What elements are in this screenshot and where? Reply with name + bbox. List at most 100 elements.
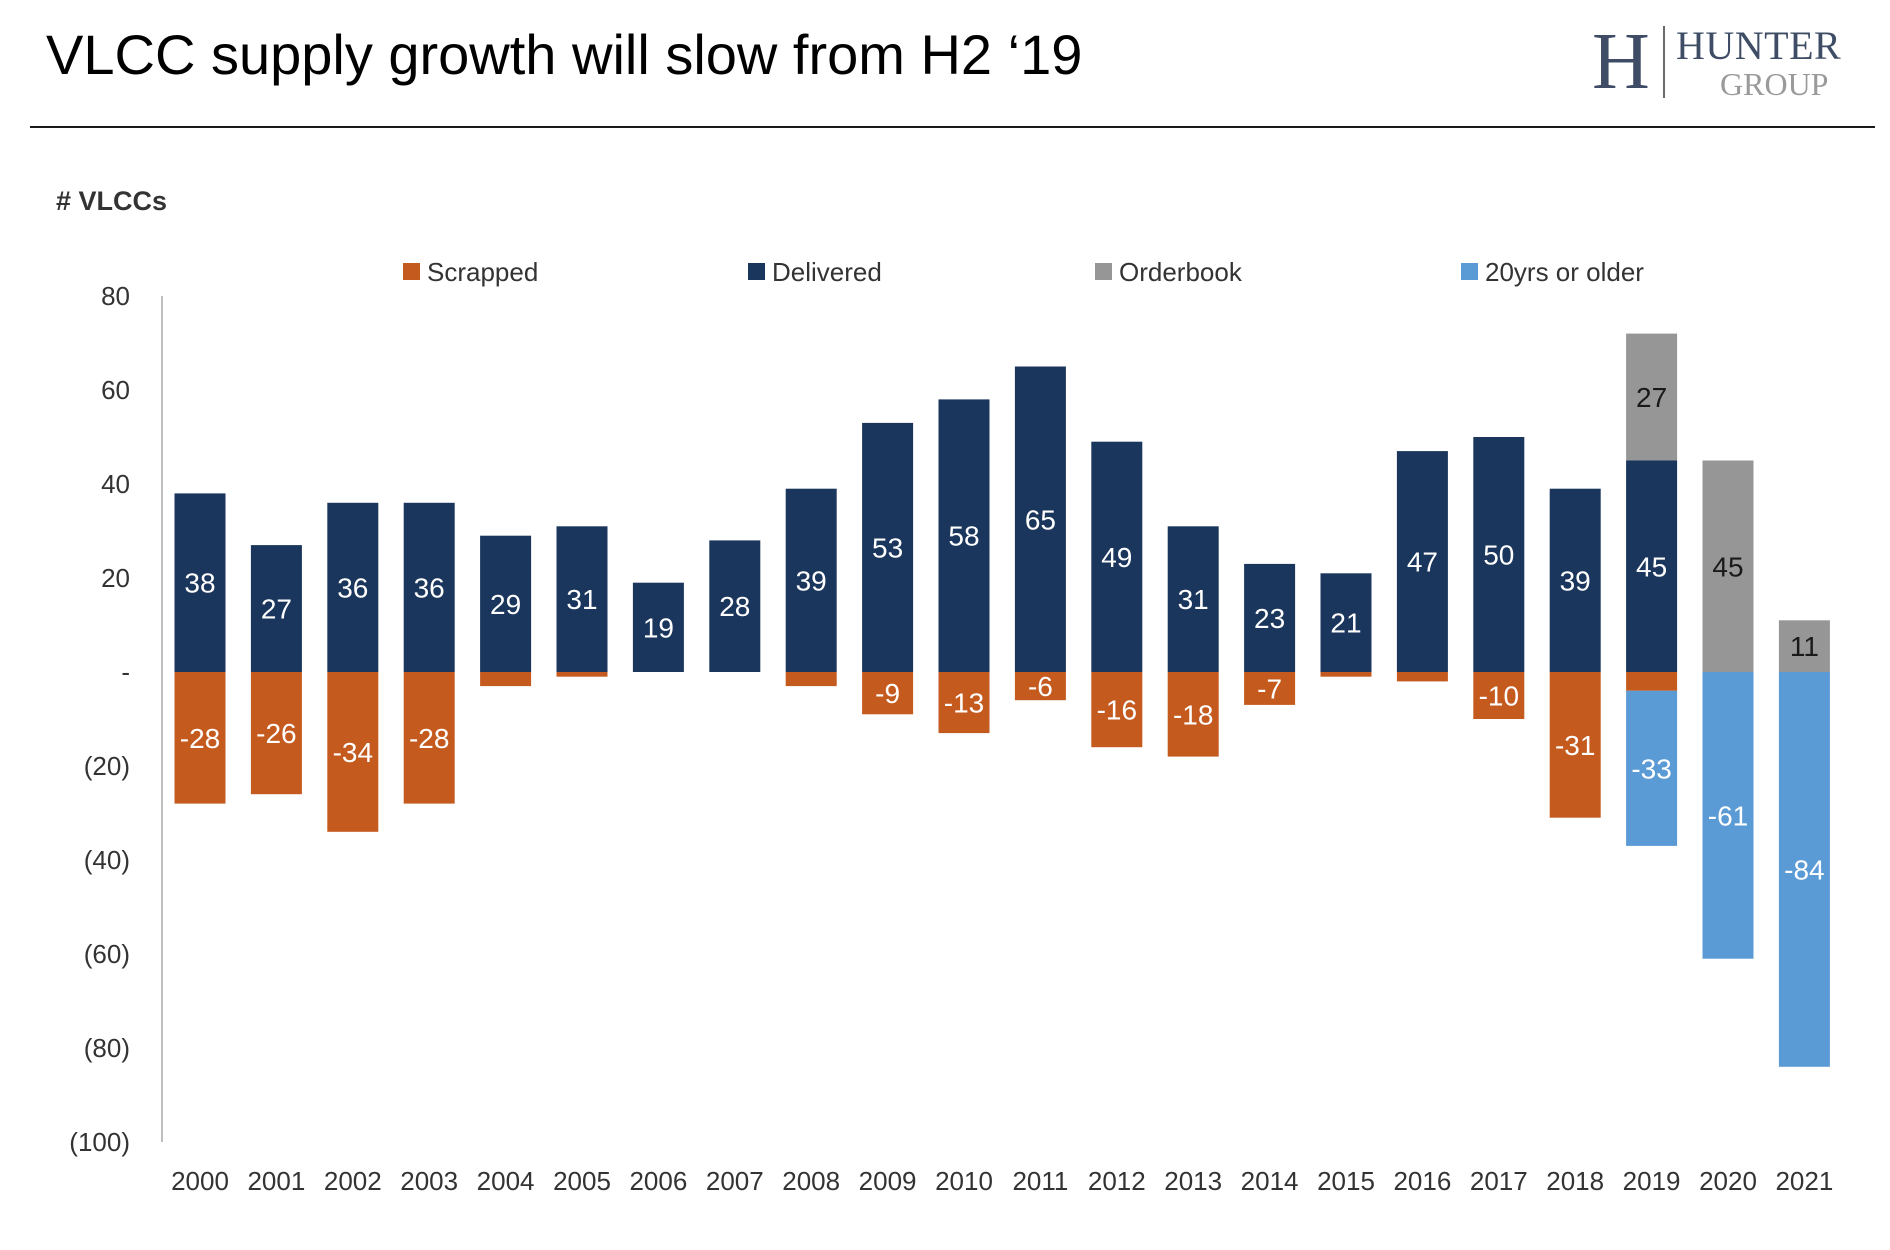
bar-orderbook: [1778, 620, 1830, 672]
data-label-delivered: 53: [872, 532, 903, 563]
data-label-orderbook: 11: [1790, 631, 1819, 662]
bar-delivered: [1014, 366, 1066, 672]
bar-delivered: [327, 502, 379, 672]
y-tick-label: -: [121, 657, 130, 687]
x-tick-label: 2002: [324, 1166, 382, 1196]
legend-label-scrapped: Scrapped: [427, 257, 538, 287]
y-tick-label: 60: [101, 375, 130, 405]
bar-scrapped: [1396, 672, 1448, 682]
legend-label-orderbook: Orderbook: [1119, 257, 1243, 287]
legend-swatch-20yrs-or-older: [1461, 263, 1478, 280]
bar-scrapped: [1549, 672, 1601, 818]
x-tick-label: 2000: [171, 1166, 229, 1196]
bar-delivered: [1473, 437, 1525, 672]
bar-scrapped: [403, 672, 455, 804]
bar-delivered: [556, 526, 608, 672]
legend-swatch-scrapped: [403, 263, 420, 280]
data-label-scrapped: -28: [180, 723, 220, 754]
x-tick-label: 2009: [859, 1166, 917, 1196]
bar-scrapped: [327, 672, 379, 832]
y-tick-label: (60): [84, 939, 130, 969]
x-tick-label: 2005: [553, 1166, 611, 1196]
data-label-scrapped: -9: [875, 678, 900, 709]
bar-orderbook: [1626, 333, 1678, 461]
x-tick-label: 2019: [1623, 1166, 1681, 1196]
x-tick-label: 2016: [1393, 1166, 1451, 1196]
logo-mark: H: [1592, 18, 1650, 106]
data-label-delivered: 39: [1560, 565, 1591, 596]
data-label-delivered: 19: [643, 612, 674, 643]
bar-scrapped: [785, 672, 837, 687]
data-label-scrapped: -31: [1555, 730, 1595, 761]
data-label-scrapped: -6: [1028, 671, 1053, 702]
data-label-scrapped: -16: [1097, 695, 1137, 726]
logo-wordmark-bottom: GROUP: [1720, 66, 1829, 102]
x-tick-label: 2020: [1699, 1166, 1757, 1196]
bar-delivered: [1320, 573, 1372, 672]
bar-orderbook: [1702, 460, 1754, 672]
bar-delivered: [174, 493, 226, 672]
data-label-scrapped: -10: [1479, 681, 1519, 712]
bar-scrapped: [1014, 672, 1066, 701]
bar-scrapped: [1473, 672, 1525, 719]
logo-wordmark-top: HUNTER: [1676, 23, 1842, 68]
bar-delivered: [1244, 563, 1296, 672]
x-tick-label: 2013: [1164, 1166, 1222, 1196]
bar-delivered: [1626, 460, 1678, 672]
y-axis-label: # VLCCs: [56, 186, 168, 216]
bar-delivered: [1167, 526, 1219, 672]
data-label-delivered: 23: [1254, 603, 1285, 634]
logo-divider: [1663, 26, 1665, 98]
bar-delivered: [785, 488, 837, 672]
data-label-delivered: 58: [948, 521, 979, 552]
data-label-delivered: 45: [1636, 551, 1667, 582]
bar-scrapped: [1167, 672, 1219, 757]
x-tick-label: 2018: [1546, 1166, 1604, 1196]
data-label-delivered: 39: [796, 565, 827, 596]
bar-delivered: [938, 399, 990, 672]
data-label-scrapped: -28: [409, 723, 449, 754]
data-label-delivered: 65: [1025, 504, 1056, 535]
data-label-delivered: 27: [261, 594, 292, 625]
bar-scrapped: [1244, 672, 1296, 705]
data-label-delivered: 29: [490, 589, 521, 620]
bar-delivered: [632, 582, 684, 672]
bar-delivered: [1396, 451, 1448, 672]
bar-scrapped: [938, 672, 990, 734]
x-tick-label: 2015: [1317, 1166, 1375, 1196]
bar-delivered: [403, 502, 455, 672]
x-tick-label: 2006: [629, 1166, 687, 1196]
y-tick-label: (20): [84, 751, 130, 781]
data-label-scrapped: -13: [944, 688, 984, 719]
data-label-scrapped: -7: [1257, 673, 1282, 704]
bar-scrapped: [862, 672, 914, 715]
title-divider: [30, 126, 1875, 128]
bar-delivered: [709, 540, 761, 672]
bar-20yrs-or-older: [1778, 672, 1830, 1067]
x-tick-label: 2014: [1241, 1166, 1299, 1196]
bar-delivered: [480, 535, 532, 672]
data-label-scrapped: -34: [333, 737, 373, 768]
x-tick-label: 2017: [1470, 1166, 1528, 1196]
data-label-delivered: 36: [414, 572, 445, 603]
data-label-orderbook: 27: [1636, 382, 1667, 413]
bar-delivered: [250, 545, 302, 672]
x-tick-label: 2001: [247, 1166, 305, 1196]
data-label-scrapped: -18: [1173, 699, 1213, 730]
data-label-20yrs-or-older: -33: [1631, 753, 1671, 784]
data-label-orderbook: 45: [1712, 551, 1743, 582]
data-label-delivered: 31: [566, 584, 597, 615]
y-tick-label: (80): [84, 1033, 130, 1063]
bar-scrapped: [556, 672, 608, 677]
y-tick-label: 20: [101, 563, 130, 593]
legend-label-delivered: Delivered: [772, 257, 882, 287]
x-tick-label: 2008: [782, 1166, 840, 1196]
bar-delivered: [1091, 441, 1143, 672]
legend-label-20yrs-or-older: 20yrs or older: [1485, 257, 1644, 287]
data-label-delivered: 38: [184, 568, 215, 599]
data-label-delivered: 21: [1330, 608, 1361, 639]
legend-swatch-delivered: [748, 263, 765, 280]
bar-scrapped: [174, 672, 226, 804]
hunter-group-logo: H HUNTER GROUP: [1592, 22, 1878, 104]
data-label-20yrs-or-older: -84: [1784, 854, 1824, 885]
